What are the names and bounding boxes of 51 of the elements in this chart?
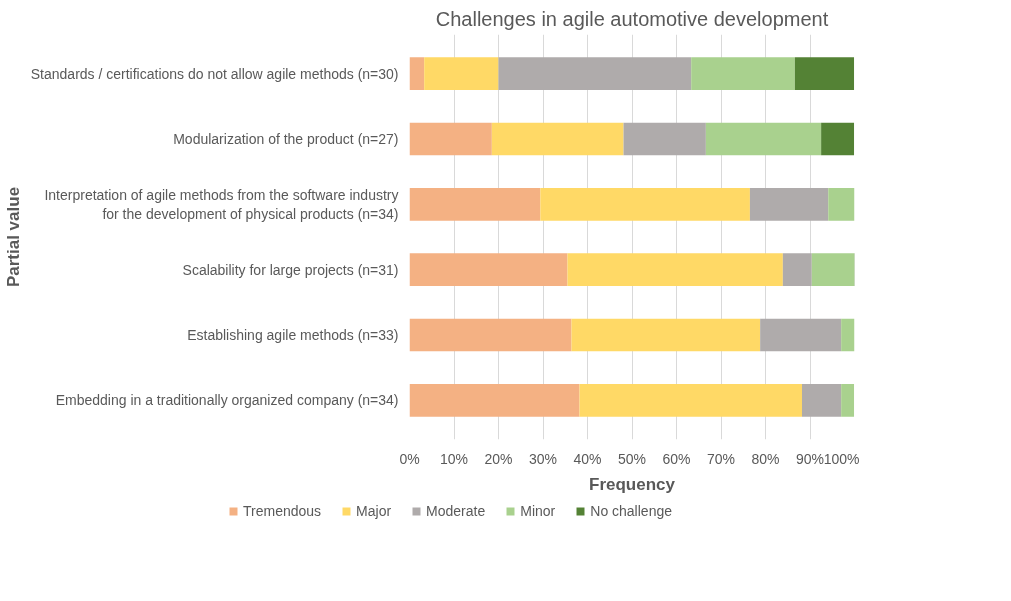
- bar: [567, 253, 783, 286]
- bar: [841, 383, 855, 417]
- y-axis-title: Partial value: [3, 186, 23, 288]
- x-tick-label: 0%: [399, 450, 420, 467]
- y-tick-label: Establishing agile methods (n=33): [187, 326, 399, 343]
- bar: [828, 188, 855, 221]
- bar: [409, 122, 492, 156]
- bar: [691, 57, 795, 91]
- x-tick-label: 90%: [795, 450, 825, 467]
- x-tick-label: 60%: [662, 450, 691, 467]
- bar: [409, 57, 425, 91]
- x-tick-label: 100%: [823, 450, 860, 467]
- x-tick-label: 80%: [751, 450, 780, 467]
- bar: [749, 188, 829, 221]
- y-tick-label: Interpretation of agile methods from the software industry for the development of physical products (n=34): [44, 186, 399, 222]
- bar: [409, 253, 568, 286]
- chart-title: Challenges in agile automotive development: [435, 7, 829, 30]
- x-tick-label: 20%: [484, 450, 513, 467]
- bar: [705, 122, 822, 156]
- y-tick-label: Scalability for large projects (n=31): [182, 261, 399, 278]
- bar: [579, 383, 802, 417]
- bar: [498, 57, 692, 91]
- x-tick-label: 30%: [528, 450, 558, 467]
- legend-label: Tremendous: [243, 503, 322, 519]
- x-axis-title: Frequency: [589, 474, 676, 494]
- bar: [811, 253, 855, 286]
- bar: [540, 188, 750, 221]
- bar: [623, 122, 706, 156]
- bar: [801, 383, 842, 417]
- bar: [841, 318, 855, 352]
- bar: [409, 318, 572, 352]
- legend-label: Major: [356, 503, 392, 519]
- x-tick-label: 50%: [617, 450, 647, 467]
- bar: [760, 318, 842, 352]
- y-tick-label: Standards / certifications do not allow agile methods (n=30): [30, 65, 399, 82]
- bar: [821, 122, 855, 156]
- legend-label: No challenge: [590, 503, 672, 519]
- bar: [409, 383, 580, 417]
- bar: [571, 318, 761, 352]
- x-tick-label: 70%: [706, 450, 736, 467]
- x-tick-label: 10%: [439, 450, 469, 467]
- bar: [794, 57, 855, 91]
- x-tick-label: 40%: [573, 450, 602, 467]
- y-tick-label: Modularization of the product (n=27): [173, 131, 399, 148]
- legend-label: Moderate: [426, 503, 486, 519]
- bar: [424, 57, 499, 91]
- legend-label: Minor: [520, 503, 556, 519]
- y-tick-label: Embedding in a traditionally organized company (n=34): [55, 392, 399, 409]
- bar: [409, 188, 541, 221]
- bar: [491, 122, 624, 156]
- bar: [782, 253, 812, 286]
